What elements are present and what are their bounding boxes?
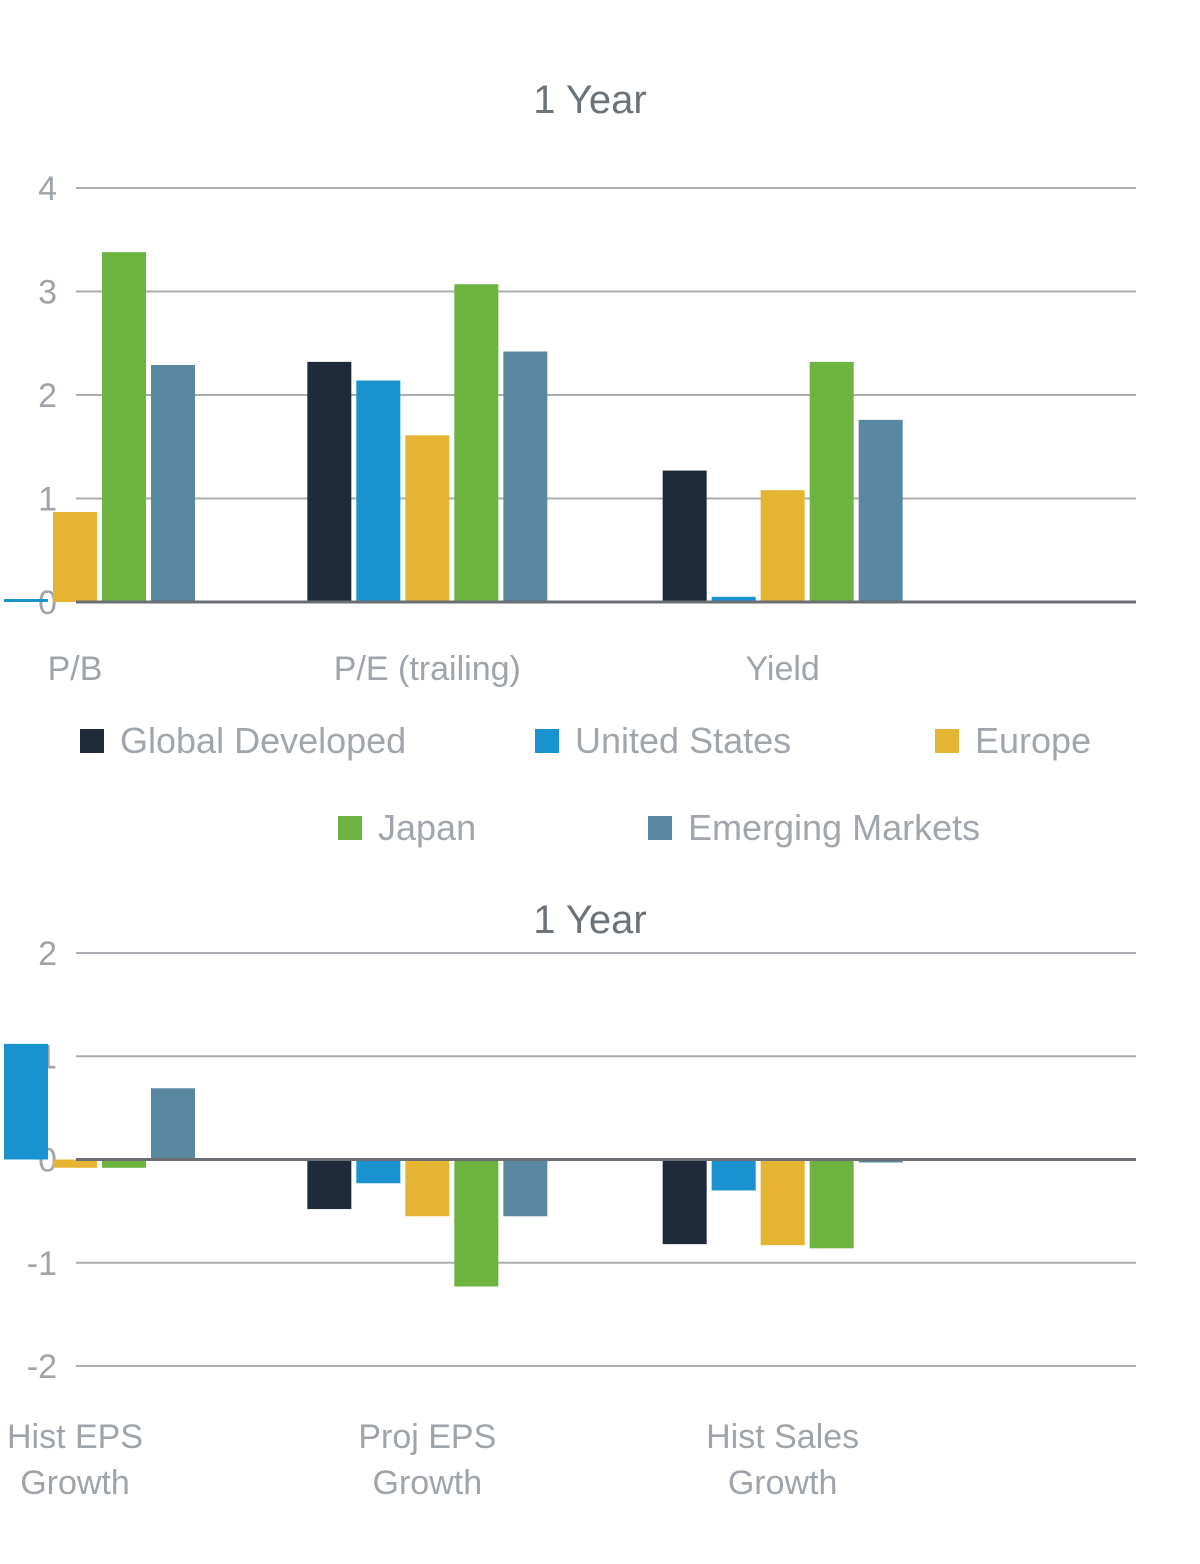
y-tick-label: 2 (38, 377, 57, 415)
bar-japan-hist-sales-growth (809, 1159, 854, 1249)
y-tick-label: -1 (27, 1245, 57, 1283)
valuation-bar-chart: 4 3 2 1 0 P/B P/E (trailing) Yield (4, 170, 1136, 688)
bar-united-states-hist-eps-growth (4, 1043, 48, 1160)
bar-emerging-markets-hist-eps-growth (151, 1088, 195, 1160)
y-tick-label: 1 (38, 481, 57, 519)
x-category-label: Proj EPS Growth (358, 1418, 496, 1502)
legend-swatch-emerging-markets (648, 816, 672, 840)
bar-united-states-hist-sales-growth (711, 1159, 756, 1191)
legend-item-global-developed: Global Developed (80, 720, 406, 762)
bar-japan-p-b (102, 252, 146, 603)
legend-item-europe: Europe (935, 720, 1091, 762)
bar-global-developed-proj-eps-growth (307, 1159, 352, 1210)
bar-europe-hist-eps-growth (53, 1159, 97, 1168)
y-tick-label: 0 (38, 584, 57, 622)
bar-united-states-p-e-trailing (356, 380, 401, 602)
bar-europe-proj-eps-growth (405, 1159, 450, 1217)
bar-japan-proj-eps-growth (454, 1159, 499, 1287)
bar-emerging-markets-p-b (151, 364, 195, 602)
bar-global-developed-hist-sales-growth (662, 1159, 707, 1245)
y-tick-label: 4 (38, 170, 57, 208)
bar-europe-hist-sales-growth (760, 1159, 805, 1246)
bar-europe-yield (760, 490, 805, 602)
bar-united-states-proj-eps-growth (356, 1159, 401, 1184)
legend-item-united-states: United States (535, 720, 791, 762)
legend-swatch-japan (338, 816, 362, 840)
legend-label: Global Developed (120, 720, 407, 761)
legend-label: Emerging Markets (688, 807, 981, 848)
chart-2-title: 1 Year (533, 898, 647, 942)
bar-united-states-p-b (4, 599, 48, 602)
bar-global-developed-p-e-trailing (307, 361, 352, 602)
bar-japan-yield (809, 361, 854, 602)
y-tick-label: 3 (38, 274, 57, 312)
x-category-label: Yield (745, 650, 819, 688)
bar-emerging-markets-yield (858, 419, 903, 602)
legend-label: Europe (975, 720, 1092, 761)
chart-1-title: 1 Year (533, 78, 647, 122)
y-tick-label: -2 (27, 1348, 57, 1386)
bar-global-developed-yield (662, 470, 707, 602)
legend-label: United States (575, 720, 792, 761)
x-category-label: P/B (48, 650, 103, 688)
bar-emerging-markets-proj-eps-growth (503, 1159, 548, 1217)
bar-europe-p-e-trailing (405, 435, 450, 602)
bar-japan-p-e-trailing (454, 284, 499, 602)
legend-item-emerging-markets: Emerging Markets (648, 807, 980, 849)
bar-emerging-markets-p-e-trailing (503, 351, 548, 602)
legend-label: Japan (378, 807, 477, 848)
x-category-label: Hist Sales Growth (706, 1418, 859, 1502)
legend-item-japan: Japan (338, 807, 476, 849)
bar-europe-p-b (53, 511, 97, 602)
legend-swatch-europe (935, 729, 959, 753)
x-category-label: Hist EPS Growth (7, 1418, 143, 1502)
bar-united-states-yield (711, 596, 756, 602)
x-category-label: P/E (trailing) (334, 650, 521, 688)
legend-swatch-united-states (535, 729, 559, 753)
y-tick-label: 2 (38, 940, 57, 973)
bar-japan-hist-eps-growth (102, 1159, 146, 1168)
legend-swatch-global-developed (80, 729, 104, 753)
